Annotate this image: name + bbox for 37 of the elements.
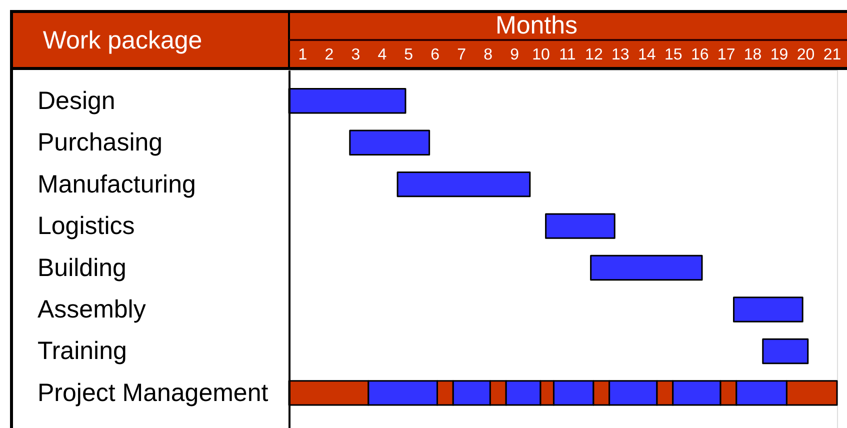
x-tick-label: 2 [324,46,334,64]
x-tick-label: 17 [717,46,736,64]
x-tick-label: 4 [378,46,387,64]
bar [590,254,703,281]
x-tick-label: 16 [690,46,709,64]
bar [396,171,531,198]
x-tick-label: 7 [457,46,466,64]
x-tick-label: 9 [510,46,520,64]
x-tick-label: 20 [796,46,815,64]
y-tick-label: Logistics [38,212,135,240]
x-tick-label: 19 [770,46,788,64]
x-axis-title: Months [496,12,578,40]
bar [545,213,616,239]
bar [349,130,430,156]
x-tick-label: 13 [612,46,630,64]
x-tick-label: 18 [744,46,762,64]
x-tick-label: 14 [638,46,656,64]
x-tick-label: 11 [559,46,576,64]
bar [733,296,804,322]
x-tick-label: 1 [298,46,308,64]
x-tick-label: 3 [351,46,360,64]
x-tick-label: 10 [532,46,550,64]
y-axis-title: Work package [42,26,202,54]
y-tick-label: Project Management [38,378,268,407]
y-tick-label: Assembly [38,296,146,324]
x-tick-label: 21 [823,46,842,64]
bar [762,338,809,364]
x-tick-label: 15 [664,46,682,64]
x-tick-label: 5 [404,46,414,64]
y-tick-label: Design [38,86,116,115]
x-tick-label: 8 [484,46,493,64]
y-tick-label: Purchasing [38,128,163,157]
y-tick-label: Training [38,337,127,366]
y-tick-label: Manufacturing [38,170,196,198]
x-tick-label: 6 [430,46,440,64]
x-tick-label: 12 [585,46,603,64]
y-tick-label: Building [38,254,126,282]
